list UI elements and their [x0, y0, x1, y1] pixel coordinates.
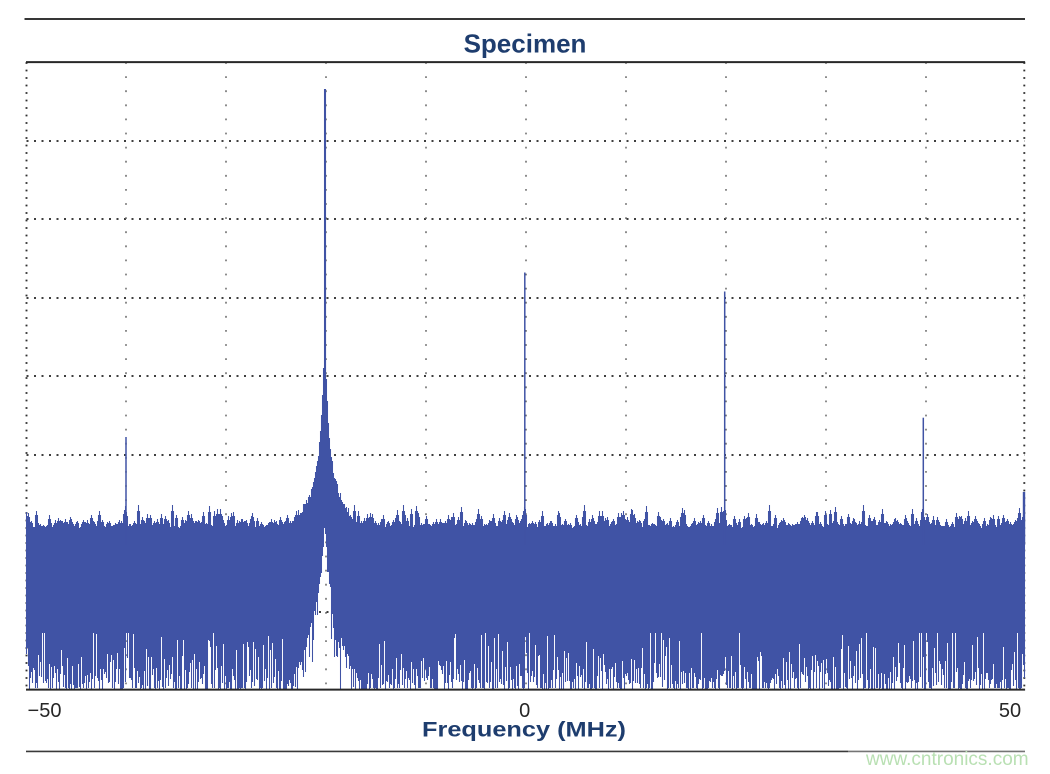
svg-text:Specimen: Specimen [464, 28, 587, 58]
svg-text:50: 50 [999, 700, 1021, 722]
svg-text:−50: −50 [28, 700, 62, 722]
svg-text:www.cntronics.com: www.cntronics.com [865, 749, 1029, 770]
svg-text:Frequency (MHz): Frequency (MHz) [422, 718, 626, 741]
svg-text:0: 0 [519, 700, 530, 722]
